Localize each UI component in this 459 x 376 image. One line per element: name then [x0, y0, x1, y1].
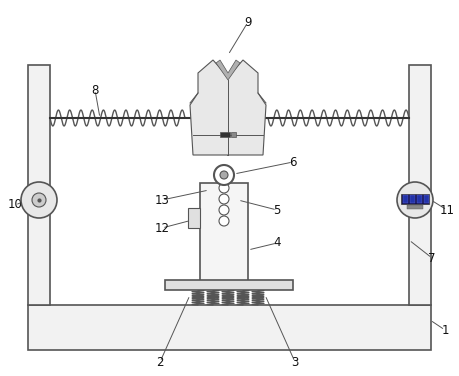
Bar — [410, 195, 415, 203]
Text: 8: 8 — [91, 83, 99, 97]
Text: 2: 2 — [156, 355, 164, 368]
Text: 4: 4 — [273, 237, 281, 250]
Circle shape — [219, 183, 229, 193]
Bar — [403, 195, 408, 203]
Bar — [188, 208, 200, 228]
Text: 10: 10 — [7, 199, 22, 211]
Polygon shape — [190, 60, 266, 155]
Circle shape — [220, 171, 228, 179]
Circle shape — [397, 182, 433, 218]
Circle shape — [32, 193, 46, 207]
Circle shape — [219, 194, 229, 204]
Circle shape — [21, 182, 57, 218]
Bar — [417, 195, 422, 203]
Text: 13: 13 — [155, 194, 169, 206]
Bar — [401, 194, 429, 204]
Text: 7: 7 — [428, 252, 436, 264]
Bar — [424, 195, 429, 203]
Text: 3: 3 — [291, 355, 299, 368]
Bar — [231, 132, 236, 137]
Text: 11: 11 — [440, 203, 454, 217]
Circle shape — [214, 165, 234, 185]
Bar — [409, 65, 431, 305]
Bar — [407, 205, 423, 209]
Polygon shape — [216, 60, 240, 80]
Circle shape — [219, 216, 229, 226]
Bar — [165, 280, 293, 290]
Text: 1: 1 — [441, 323, 449, 337]
Bar — [200, 183, 248, 285]
Bar — [28, 65, 50, 305]
Bar — [220, 132, 230, 137]
Circle shape — [219, 205, 229, 215]
Text: 6: 6 — [289, 156, 297, 168]
Text: 5: 5 — [273, 203, 281, 217]
Bar — [28, 305, 431, 350]
Text: 9: 9 — [244, 15, 252, 29]
Text: 12: 12 — [155, 221, 169, 235]
